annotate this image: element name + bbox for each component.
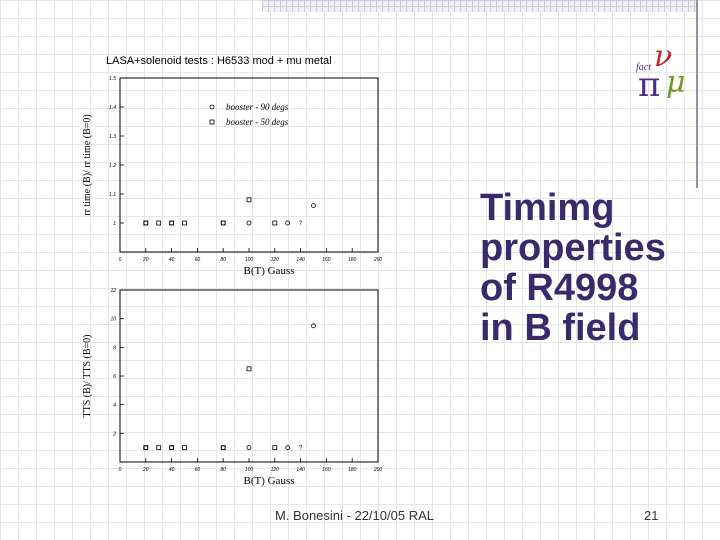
annotation-label: ? [299, 221, 303, 227]
x-tick-label: 120 [271, 467, 280, 473]
top-decoration-bar [262, 0, 698, 12]
y-tick-label: 1.3 [109, 134, 116, 140]
data-point-square [143, 220, 149, 226]
y-tick-label: 2 [112, 431, 116, 437]
y-axis-label: TTS (B)/ TTS (B=0) [82, 335, 93, 418]
data-point-circle [220, 445, 226, 451]
y-tick-label: 12 [110, 288, 116, 294]
x-tick-label: 200 [373, 467, 383, 473]
data-point-circle [311, 323, 316, 329]
data-point-square [220, 445, 226, 451]
legend-marker-square [209, 119, 215, 125]
y-tick-label: 6 [113, 374, 116, 380]
y-tick-label: 4 [113, 403, 116, 409]
svg-text:fact: fact [636, 62, 651, 73]
svg-text:ν: ν [654, 40, 672, 74]
y-tick-label: 8 [113, 345, 116, 351]
svg-text:π: π [638, 65, 660, 100]
data-point-circle [246, 220, 252, 226]
x-tick-label: 0 [119, 257, 122, 263]
x-axis-label: B(T) Gauss [243, 265, 294, 277]
data-point-circle [143, 220, 149, 226]
x-axis-label: B(T) Gauss [243, 475, 294, 487]
nufact-logo: fact π ν μ [636, 40, 686, 100]
x-tick-label: 160 [322, 467, 331, 473]
x-tick-label: 20 [142, 467, 149, 473]
chart-bottom: 0 20 40 60 80 100 120 140 160 180 200 2 4 6 8 10 12 B(T) … [82, 288, 382, 487]
x-tick-label: 60 [195, 257, 201, 263]
data-point-circle [311, 203, 316, 209]
slide-title-line: in B field [480, 307, 641, 349]
data-point-square [182, 220, 187, 226]
data-point-square [169, 445, 174, 451]
annotation-label: ? [299, 446, 303, 452]
chart-title: LASA+solenoid tests : H6533 mod + mu met… [106, 55, 332, 67]
data-point-square [220, 220, 226, 226]
data-point-square [143, 445, 149, 451]
page-number: 21 [644, 508, 659, 523]
footer-author: M. Bonesini - 22/10/05 RAL [275, 508, 434, 523]
y-tick-label: 10 [110, 317, 116, 323]
data-point-circle [143, 445, 149, 451]
x-tick-label: 160 [322, 257, 331, 263]
slide-title-line: properties [480, 227, 666, 269]
x-tick-label: 180 [348, 467, 357, 473]
charts-area: LASA+solenoid tests : H6533 mod + mu met… [82, 55, 382, 487]
data-point-square [182, 445, 187, 451]
x-tick-label: 20 [142, 257, 149, 263]
x-tick-label: 40 [169, 467, 175, 473]
data-point-circle [246, 445, 252, 451]
y-tick-label: 1.4 [109, 105, 116, 111]
y-tick-label: 1.5 [109, 76, 116, 82]
data-point-circle [285, 445, 291, 451]
y-tick-label: 1.2 [109, 163, 116, 169]
x-tick-label: 80 [220, 257, 226, 263]
data-point-square [156, 445, 162, 451]
x-tick-label: 100 [245, 467, 254, 473]
chart-top: LASA+solenoid tests : H6533 mod + mu met… [82, 55, 382, 277]
svg-text:μ: μ [666, 65, 686, 100]
slide-title-line: of R4998 [480, 267, 639, 309]
data-point-circle [169, 220, 174, 226]
data-point-square [246, 366, 252, 372]
x-tick-label: 120 [271, 257, 280, 263]
x-tick-label: 80 [220, 467, 226, 473]
x-tick-label: 60 [195, 467, 201, 473]
data-point-square [246, 197, 252, 203]
x-tick-label: 100 [245, 257, 254, 263]
data-point-square [272, 445, 278, 451]
x-tick-label: 180 [348, 257, 357, 263]
data-point-circle [220, 220, 226, 226]
y-axis-label: rr time (B)/ rr time (B=0) [82, 114, 93, 215]
x-tick-label: 40 [169, 257, 175, 263]
plot-frame [119, 289, 379, 463]
slide-title: Timimg properties of R4998 in B field [480, 188, 700, 348]
legend-marker-circle [209, 104, 215, 110]
y-tick-label: 1 [113, 221, 116, 227]
y-tick-label: 1.1 [109, 192, 116, 198]
legend-entry: booster - 50 degs [226, 117, 289, 127]
slide-title-line: Timimg [480, 187, 615, 229]
data-point-circle [285, 220, 291, 226]
x-tick-label: 200 [373, 257, 383, 263]
data-point-square [169, 220, 174, 226]
data-point-circle [169, 445, 174, 451]
data-point-square [156, 220, 162, 226]
x-tick-label: 140 [296, 257, 305, 263]
data-point-square [272, 220, 278, 226]
legend-entry: booster - 90 degs [226, 102, 289, 112]
x-tick-label: 140 [296, 467, 305, 473]
right-decoration-rule [696, 0, 698, 188]
x-tick-label: 0 [119, 467, 122, 473]
